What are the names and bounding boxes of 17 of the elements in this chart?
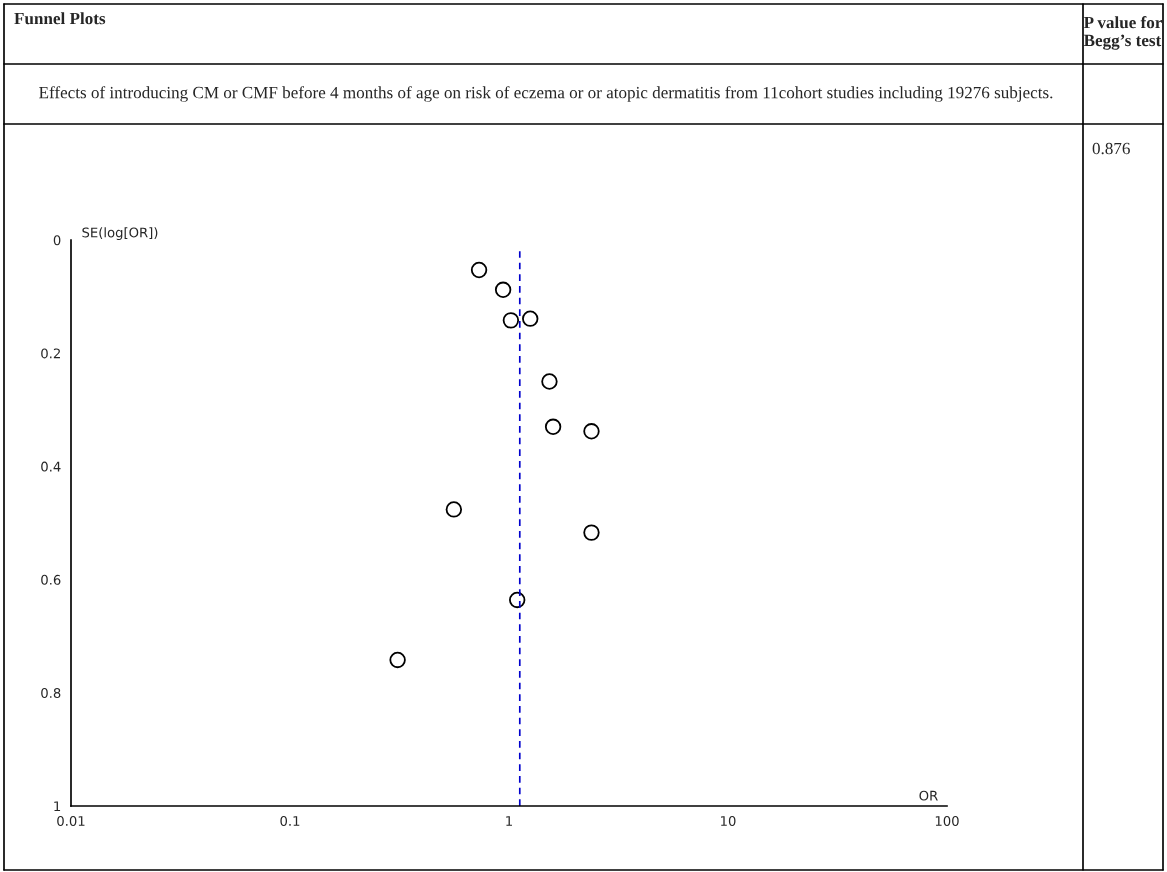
y-tick-label: 0.2 [41, 348, 60, 359]
text: 0.876 [1092, 142, 1130, 155]
y-axis-title: SE(log[OR]) [82, 227, 158, 240]
x-tick-label: 100 [935, 815, 959, 826]
y-tick-label: 0.6 [41, 574, 61, 585]
y-tick-label: 1 [54, 801, 61, 812]
y-tick-label: 0 [53, 235, 61, 246]
x-tick-label: 1 [506, 816, 512, 826]
x-axis-title: OR [919, 790, 938, 801]
x-tick-label: 0.01 [57, 815, 85, 826]
y-tick-label: 0.4 [41, 461, 61, 472]
x-tick-label: 0.1 [280, 815, 300, 826]
chart-title: Funnel Plots [14, 12, 106, 25]
y-tick-label: 0.8 [41, 688, 61, 698]
text: Effects of introducing CM or CMF before 4 months of age on risk of eczema or or atopic dermatitis from 11cohort studies including 19276 subjects. [39, 86, 1053, 102]
x-tick-label: 10 [721, 815, 736, 826]
text: P value for Begg’s test [1083, 16, 1163, 50]
